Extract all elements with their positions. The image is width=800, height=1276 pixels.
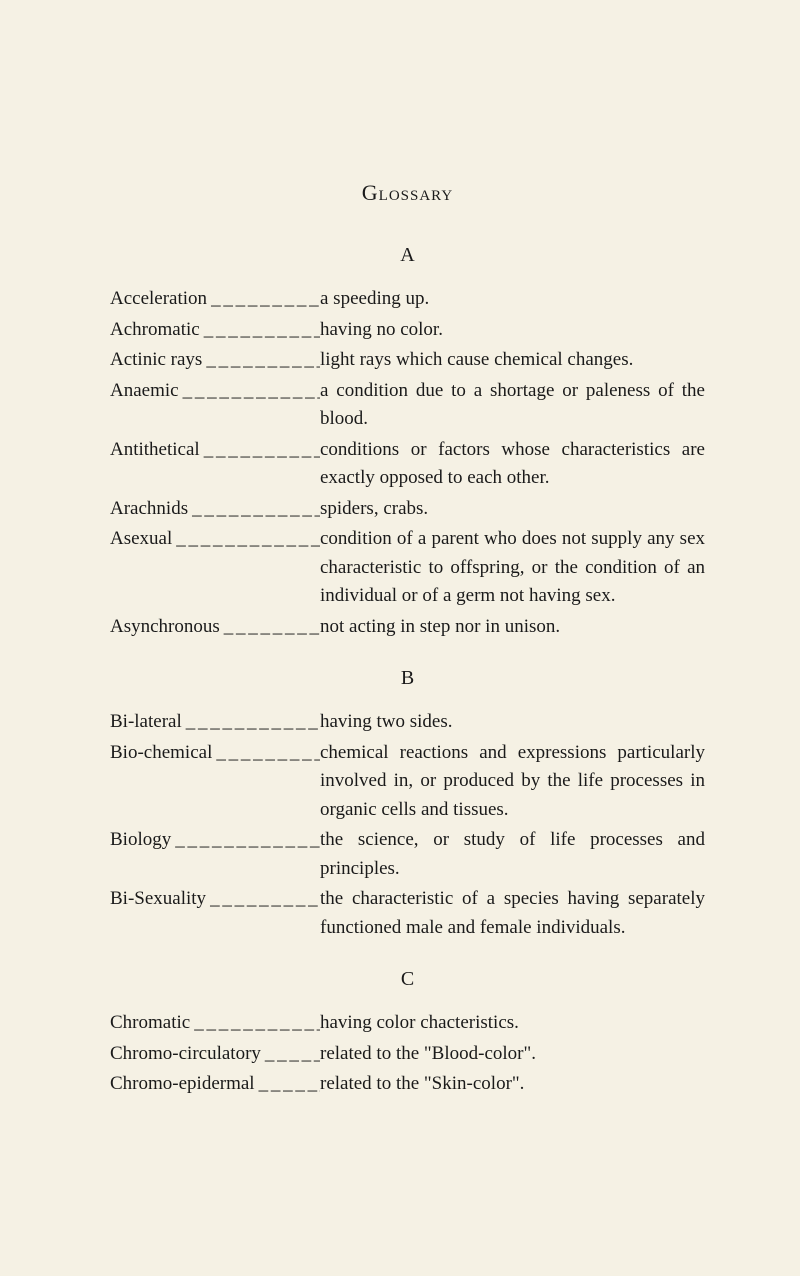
glossary-entry: Acceleration a speeding up. [110, 285, 705, 314]
definition: a speeding up. [320, 285, 705, 314]
glossary-page: Glossary A Acceleration a speeding up. A… [0, 0, 800, 1161]
definition: having no color. [320, 316, 705, 345]
term: Acceleration [110, 285, 320, 314]
term: Chromatic [110, 1009, 320, 1038]
glossary-entry: Bi-lateral having two sides. [110, 708, 705, 737]
definition: conditions or factors whose characterist… [320, 436, 705, 493]
definition: not acting in step nor in unison. [320, 613, 705, 642]
definition: a condition due to a shortage or palenes… [320, 377, 705, 434]
term: Biology [110, 826, 320, 883]
definition: spiders, crabs. [320, 495, 705, 524]
term: Actinic rays [110, 346, 320, 375]
definition: chemical reactions and expressions parti… [320, 739, 705, 825]
definition: related to the "Skin-color". [320, 1070, 705, 1099]
glossary-entry: Chromo-circulatory related to the "Blood… [110, 1040, 705, 1069]
term: Asynchronous [110, 613, 320, 642]
section-letter-a: A [110, 244, 705, 267]
glossary-entry: Arachnids spiders, crabs. [110, 495, 705, 524]
glossary-entry: Actinic rays light rays which cause chem… [110, 346, 705, 375]
term: Antithetical [110, 436, 320, 493]
term: Achromatic [110, 316, 320, 345]
term: Chromo-circulatory [110, 1040, 320, 1069]
definition: the characteristic of a species having s… [320, 885, 705, 942]
section-letter-c: C [110, 968, 705, 991]
glossary-entry: Antithetical conditions or factors whose… [110, 436, 705, 493]
glossary-entry: Chromatic having color chacteristics. [110, 1009, 705, 1038]
term: Bi-Sexuality [110, 885, 320, 942]
definition: related to the "Blood-color". [320, 1040, 705, 1069]
definition: light rays which cause chemical changes. [320, 346, 705, 375]
glossary-entry: Anaemic a condition due to a shortage or… [110, 377, 705, 434]
term: Anaemic [110, 377, 320, 434]
page-title: Glossary [110, 180, 705, 206]
definition: having color chacteristics. [320, 1009, 705, 1038]
term: Arachnids [110, 495, 320, 524]
term: Bi-lateral [110, 708, 320, 737]
glossary-entry: Bi-Sexuality the characteristic of a spe… [110, 885, 705, 942]
definition: condition of a parent who does not suppl… [320, 525, 705, 611]
glossary-entry: Achromatic having no color. [110, 316, 705, 345]
definition: the science, or study of life processes … [320, 826, 705, 883]
glossary-entry: Asexual condition of a parent who does n… [110, 525, 705, 611]
term: Chromo-epidermal [110, 1070, 320, 1099]
section-letter-b: B [110, 667, 705, 690]
glossary-entry: Bio-chemical chemical reactions and expr… [110, 739, 705, 825]
glossary-entry: Chromo-epidermal related to the "Skin-co… [110, 1070, 705, 1099]
term: Bio-chemical [110, 739, 320, 825]
glossary-entry: Biology the science, or study of life pr… [110, 826, 705, 883]
term: Asexual [110, 525, 320, 611]
glossary-entry: Asynchronous not acting in step nor in u… [110, 613, 705, 642]
definition: having two sides. [320, 708, 705, 737]
